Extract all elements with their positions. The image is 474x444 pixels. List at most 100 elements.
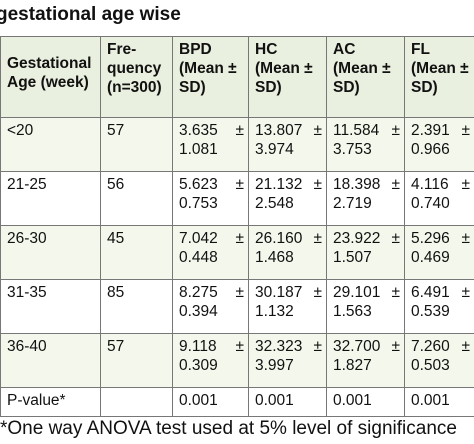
plus-minus: ± (313, 122, 322, 139)
cell-fl: 2.391 ±0.966 (404, 117, 474, 172)
sd-value: 3.753 (333, 141, 372, 158)
cell-frequency: 57 (100, 117, 173, 172)
table-row: 36-40 57 9.118 ±0.309 32.323 ±3.997 32.700… (0, 333, 474, 388)
header-row: Gestational Age (week) Fre- quency (n=30… (0, 36, 474, 118)
sd-value: 1.563 (333, 303, 372, 320)
mean-value: 7.042 (179, 230, 218, 247)
cell-age: 31-35 (0, 279, 101, 334)
plus-minus: ± (391, 338, 400, 355)
plus-minus: ± (235, 176, 244, 193)
mean-value: 3.635 (179, 122, 218, 139)
table-title: gestational age wise (0, 4, 181, 25)
plus-minus: ± (461, 122, 470, 139)
sd-value: 1.132 (255, 303, 294, 320)
mean-value: 13.807 (255, 122, 303, 139)
plus-minus: ± (461, 230, 470, 247)
cell-bpd: 3.635 ±1.081 (172, 117, 249, 172)
plus-minus: ± (235, 284, 244, 301)
plus-minus: ± (235, 122, 244, 139)
header-line: Fre- (107, 41, 137, 58)
cell-ac: 11.584 ±3.753 (326, 117, 405, 172)
cell-pvalue-label: P-value* (0, 387, 101, 417)
cell-bpd: 5.623 ±0.753 (172, 171, 249, 226)
sd-value: 0.309 (179, 357, 218, 374)
sd-value: 0.740 (411, 195, 450, 212)
plus-minus: ± (461, 176, 470, 193)
header-line: SD) (333, 79, 360, 96)
header-line: HC (255, 41, 278, 58)
mean-value: 2.391 (411, 122, 450, 139)
mean-value: 18.398 (333, 176, 381, 193)
plus-minus: ± (391, 176, 400, 193)
mean-value: 21.132 (255, 176, 303, 193)
mean-value: 7.260 (411, 338, 450, 355)
cell-pvalue-bpd: 0.001 (172, 387, 249, 417)
table-row: 31-35 85 8.275 ±0.394 30.187 ±1.132 29.101… (0, 279, 474, 334)
sd-value: 3.997 (255, 357, 294, 374)
cell-hc: 13.807 ±3.974 (248, 117, 327, 172)
mean-value: 32.700 (333, 338, 381, 355)
header-line: (Mean ± (255, 60, 313, 77)
plus-minus: ± (313, 284, 322, 301)
plus-minus: ± (391, 284, 400, 301)
header-line: (n=300) (107, 79, 162, 96)
cell-frequency: 56 (100, 171, 173, 226)
header-line: (Mean ± (411, 60, 469, 77)
sd-value: 0.966 (411, 141, 450, 158)
table-row: <20 57 3.635 ±1.081 13.807 ±3.974 11.584 ±3… (0, 117, 474, 172)
cell-bpd: 9.118 ±0.309 (172, 333, 249, 388)
sd-value: 0.394 (179, 303, 218, 320)
plus-minus: ± (391, 230, 400, 247)
sd-value: 1.827 (333, 357, 372, 374)
sd-value: 1.081 (179, 141, 218, 158)
sd-value: 0.539 (411, 303, 450, 320)
pvalue-row: P-value* 0.001 0.001 0.001 0.001 (0, 387, 474, 417)
header-ac: AC (Mean ± SD) (326, 36, 405, 118)
mean-value: 5.296 (411, 230, 450, 247)
plus-minus: ± (313, 230, 322, 247)
header-line: (Mean ± (333, 60, 391, 77)
cell-ac: 23.922 ±1.507 (326, 225, 405, 280)
mean-value: 9.118 (179, 338, 217, 355)
sd-value: 0.448 (179, 249, 218, 266)
header-line: SD) (411, 79, 438, 96)
cell-hc: 32.323 ±3.997 (248, 333, 327, 388)
cell-ac: 32.700 ±1.827 (326, 333, 405, 388)
header-line: AC (333, 41, 356, 58)
header-frequency: Fre- quency (n=300) (100, 36, 173, 118)
cell-fl: 5.296 ±0.469 (404, 225, 474, 280)
header-hc: HC (Mean ± SD) (248, 36, 327, 118)
cell-bpd: 8.275 ±0.394 (172, 279, 249, 334)
header-line: SD) (179, 79, 206, 96)
sd-value: 1.468 (255, 249, 294, 266)
header-fl: FL (Mean ± SD) (404, 36, 474, 118)
cell-age: 21-25 (0, 171, 101, 226)
cell-pvalue-fl: 0.001 (404, 387, 474, 417)
mean-value: 6.491 (411, 284, 450, 301)
sd-value: 1.507 (333, 249, 372, 266)
cell-pvalue-hc: 0.001 (248, 387, 327, 417)
header-line: Age (week) (7, 74, 89, 91)
header-line: (Mean ± (179, 60, 237, 77)
mean-value: 5.623 (179, 176, 218, 193)
cell-frequency: 85 (100, 279, 173, 334)
plus-minus: ± (313, 176, 322, 193)
mean-value: 23.922 (333, 230, 381, 247)
header-gestational-age: Gestational Age (week) (0, 36, 101, 118)
plus-minus: ± (461, 284, 470, 301)
header-line: SD) (255, 79, 282, 96)
plus-minus: ± (235, 230, 244, 247)
header-line: BPD (179, 41, 212, 58)
cell-fl: 4.116 ±0.740 (404, 171, 474, 226)
sd-value: 3.974 (255, 141, 294, 158)
cell-frequency: 45 (100, 225, 173, 280)
cell-hc: 30.187 ±1.132 (248, 279, 327, 334)
cell-age: 36-40 (0, 333, 101, 388)
sd-value: 0.753 (179, 195, 218, 212)
mean-value: 29.101 (333, 284, 381, 301)
table-row: 26-30 45 7.042 ±0.448 26.160 ±1.468 23.922… (0, 225, 474, 280)
sd-value: 0.469 (411, 249, 450, 266)
sd-value: 2.548 (255, 195, 294, 212)
mean-value: 32.323 (255, 338, 303, 355)
header-line: Gestational (7, 55, 92, 72)
